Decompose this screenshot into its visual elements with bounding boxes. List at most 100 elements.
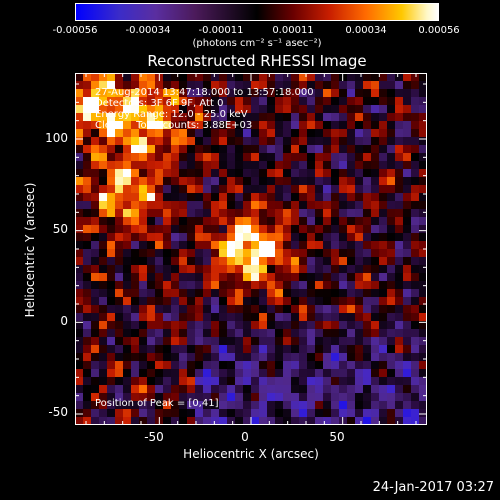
heatmap-cell [147,265,156,274]
heatmap-cell [123,129,132,138]
heatmap-cell [307,241,316,250]
heatmap-cell [107,337,116,346]
heatmap-cell [299,217,308,226]
heatmap-cell [115,273,124,282]
heatmap-cell [211,273,220,282]
heatmap-cell [339,113,348,122]
heatmap-cell [139,321,148,330]
heatmap-cell [155,201,164,210]
heatmap-cell [331,337,340,346]
heatmap-cell [315,289,324,298]
heatmap-cell [243,161,252,170]
heatmap-cell [203,265,212,274]
heatmap-cell [339,361,348,370]
heatmap-cell [339,257,348,266]
heatmap-cell [387,257,396,266]
heatmap-cell [307,217,316,226]
heatmap-cell [363,193,372,202]
heatmap-cell [355,233,364,242]
heatmap-cell [347,81,356,90]
heatmap-cell [251,313,260,322]
heatmap-cell [91,281,100,290]
heatmap-cell [299,361,308,370]
heatmap-cell [91,385,100,394]
heatmap-cell [123,249,132,258]
heatmap-cell [259,361,268,370]
heatmap-cell [411,241,420,250]
heatmap-cell [411,305,420,314]
heatmap-cell [115,409,124,418]
heatmap-cell [155,401,164,410]
heatmap-cell [155,209,164,218]
heatmap-cell [411,145,420,154]
x-tick-label: -50 [144,430,164,444]
heatmap-cell [195,217,204,226]
heatmap-cell [259,137,268,146]
heatmap-cell [107,377,116,386]
heatmap-cell [283,297,292,306]
heatmap-cell [235,169,244,178]
heatmap-cell [387,193,396,202]
heatmap-cell [403,113,412,122]
heatmap-cell [347,313,356,322]
heatmap-cell [347,137,356,146]
heatmap-cell [211,297,220,306]
heatmap-cell [115,377,124,386]
heatmap-cell [227,297,236,306]
heatmap-cell [347,129,356,138]
heatmap-cell [211,337,220,346]
heatmap-cell [259,409,268,418]
heatmap-cell [91,169,100,178]
heatmap-cell [227,321,236,330]
heatmap-cell [251,353,260,362]
heatmap-cell [203,305,212,314]
heatmap-cell [203,121,212,130]
heatmap-cell [299,289,308,298]
heatmap-cell [219,105,228,114]
heatmap-cell [107,361,116,370]
heatmap-cell [259,73,268,82]
heatmap-cell [355,321,364,330]
heatmap-cell [371,409,380,418]
heatmap-cell [339,153,348,162]
heatmap-cell [155,265,164,274]
heatmap-cell [107,81,116,90]
heatmap-cell [139,393,148,402]
heatmap-cell [339,193,348,202]
x-tick-label: 0 [241,430,249,444]
heatmap-cell [411,345,420,354]
heatmap-cell [123,409,132,418]
heatmap-cell [139,353,148,362]
heatmap-cell [379,89,388,98]
heatmap-cell [419,305,427,314]
heatmap-cell [411,217,420,226]
heatmap-cell [155,193,164,202]
heatmap-cell [379,217,388,226]
heatmap-cell [387,329,396,338]
heatmap-cell [259,345,268,354]
heatmap-cell [323,217,332,226]
heatmap-cell [155,369,164,378]
heatmap-cell [195,385,204,394]
heatmap-cell [323,185,332,194]
heatmap-cell [91,201,100,210]
heatmap-cell [243,289,252,298]
heatmap-plot [75,73,427,425]
heatmap-cell [387,369,396,378]
heatmap-cell [219,161,228,170]
heatmap-cell [203,313,212,322]
heatmap-cell [75,233,84,242]
heatmap-cell [347,273,356,282]
heatmap-cell [75,193,84,202]
heatmap-cell [99,273,108,282]
y-tick-label: -50 [48,405,68,419]
heatmap-cell [203,185,212,194]
heatmap-cell [275,217,284,226]
heatmap-cell [107,225,116,234]
heatmap-cell [107,209,116,218]
heatmap-cell [331,121,340,130]
heatmap-cell [115,225,124,234]
heatmap-cell [235,177,244,186]
heatmap-cell [203,281,212,290]
colorbar-tick: -0.00011 [198,25,244,36]
